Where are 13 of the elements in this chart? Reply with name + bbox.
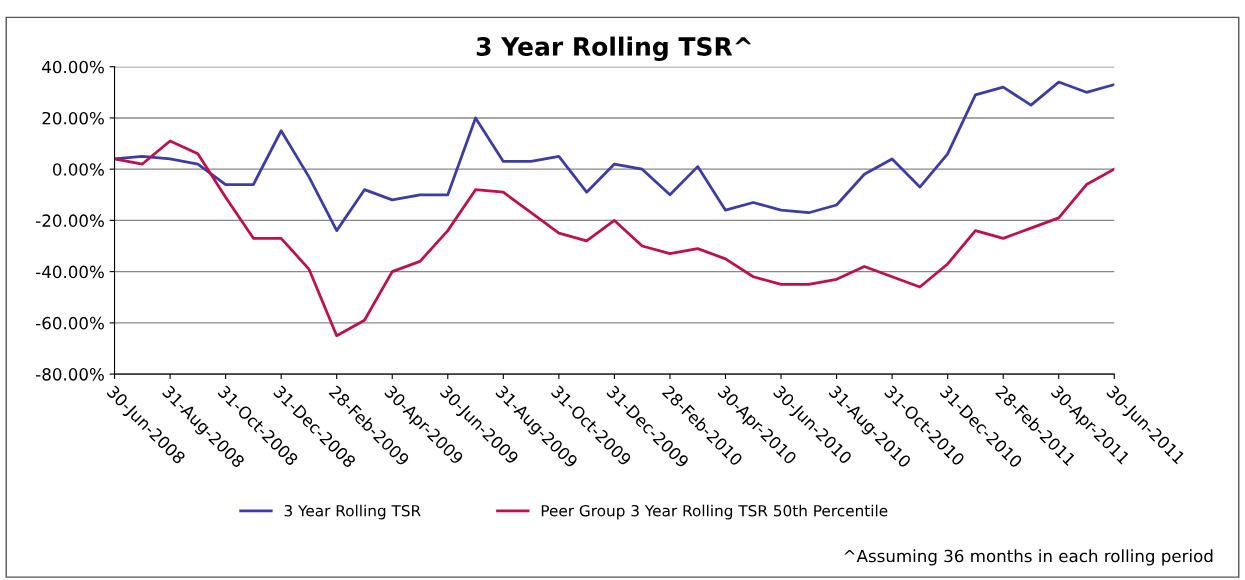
line-series bbox=[114, 80, 1115, 233]
y-tick-label: -40.00% bbox=[36, 265, 104, 279]
legend-label: Peer Group 3 Year Rolling TSR 50th Percentile bbox=[541, 504, 888, 520]
y-tick-label: -20.00% bbox=[36, 214, 104, 227]
y-tick-label: -60.00% bbox=[36, 316, 104, 330]
line-series bbox=[114, 139, 1115, 338]
y-tick-label: 20.00% bbox=[42, 111, 104, 125]
y-tick-label: -80.00% bbox=[36, 368, 104, 381]
text: ^Assuming 36 months in each rolling period bbox=[844, 549, 1213, 566]
y-tick-label: 40.00% bbox=[42, 60, 104, 74]
legend-label: 3 Year Rolling TSR bbox=[284, 504, 421, 520]
y-tick-label: 0.00% bbox=[52, 163, 104, 176]
chart-title: 3 Year Rolling TSR^ bbox=[476, 36, 752, 61]
